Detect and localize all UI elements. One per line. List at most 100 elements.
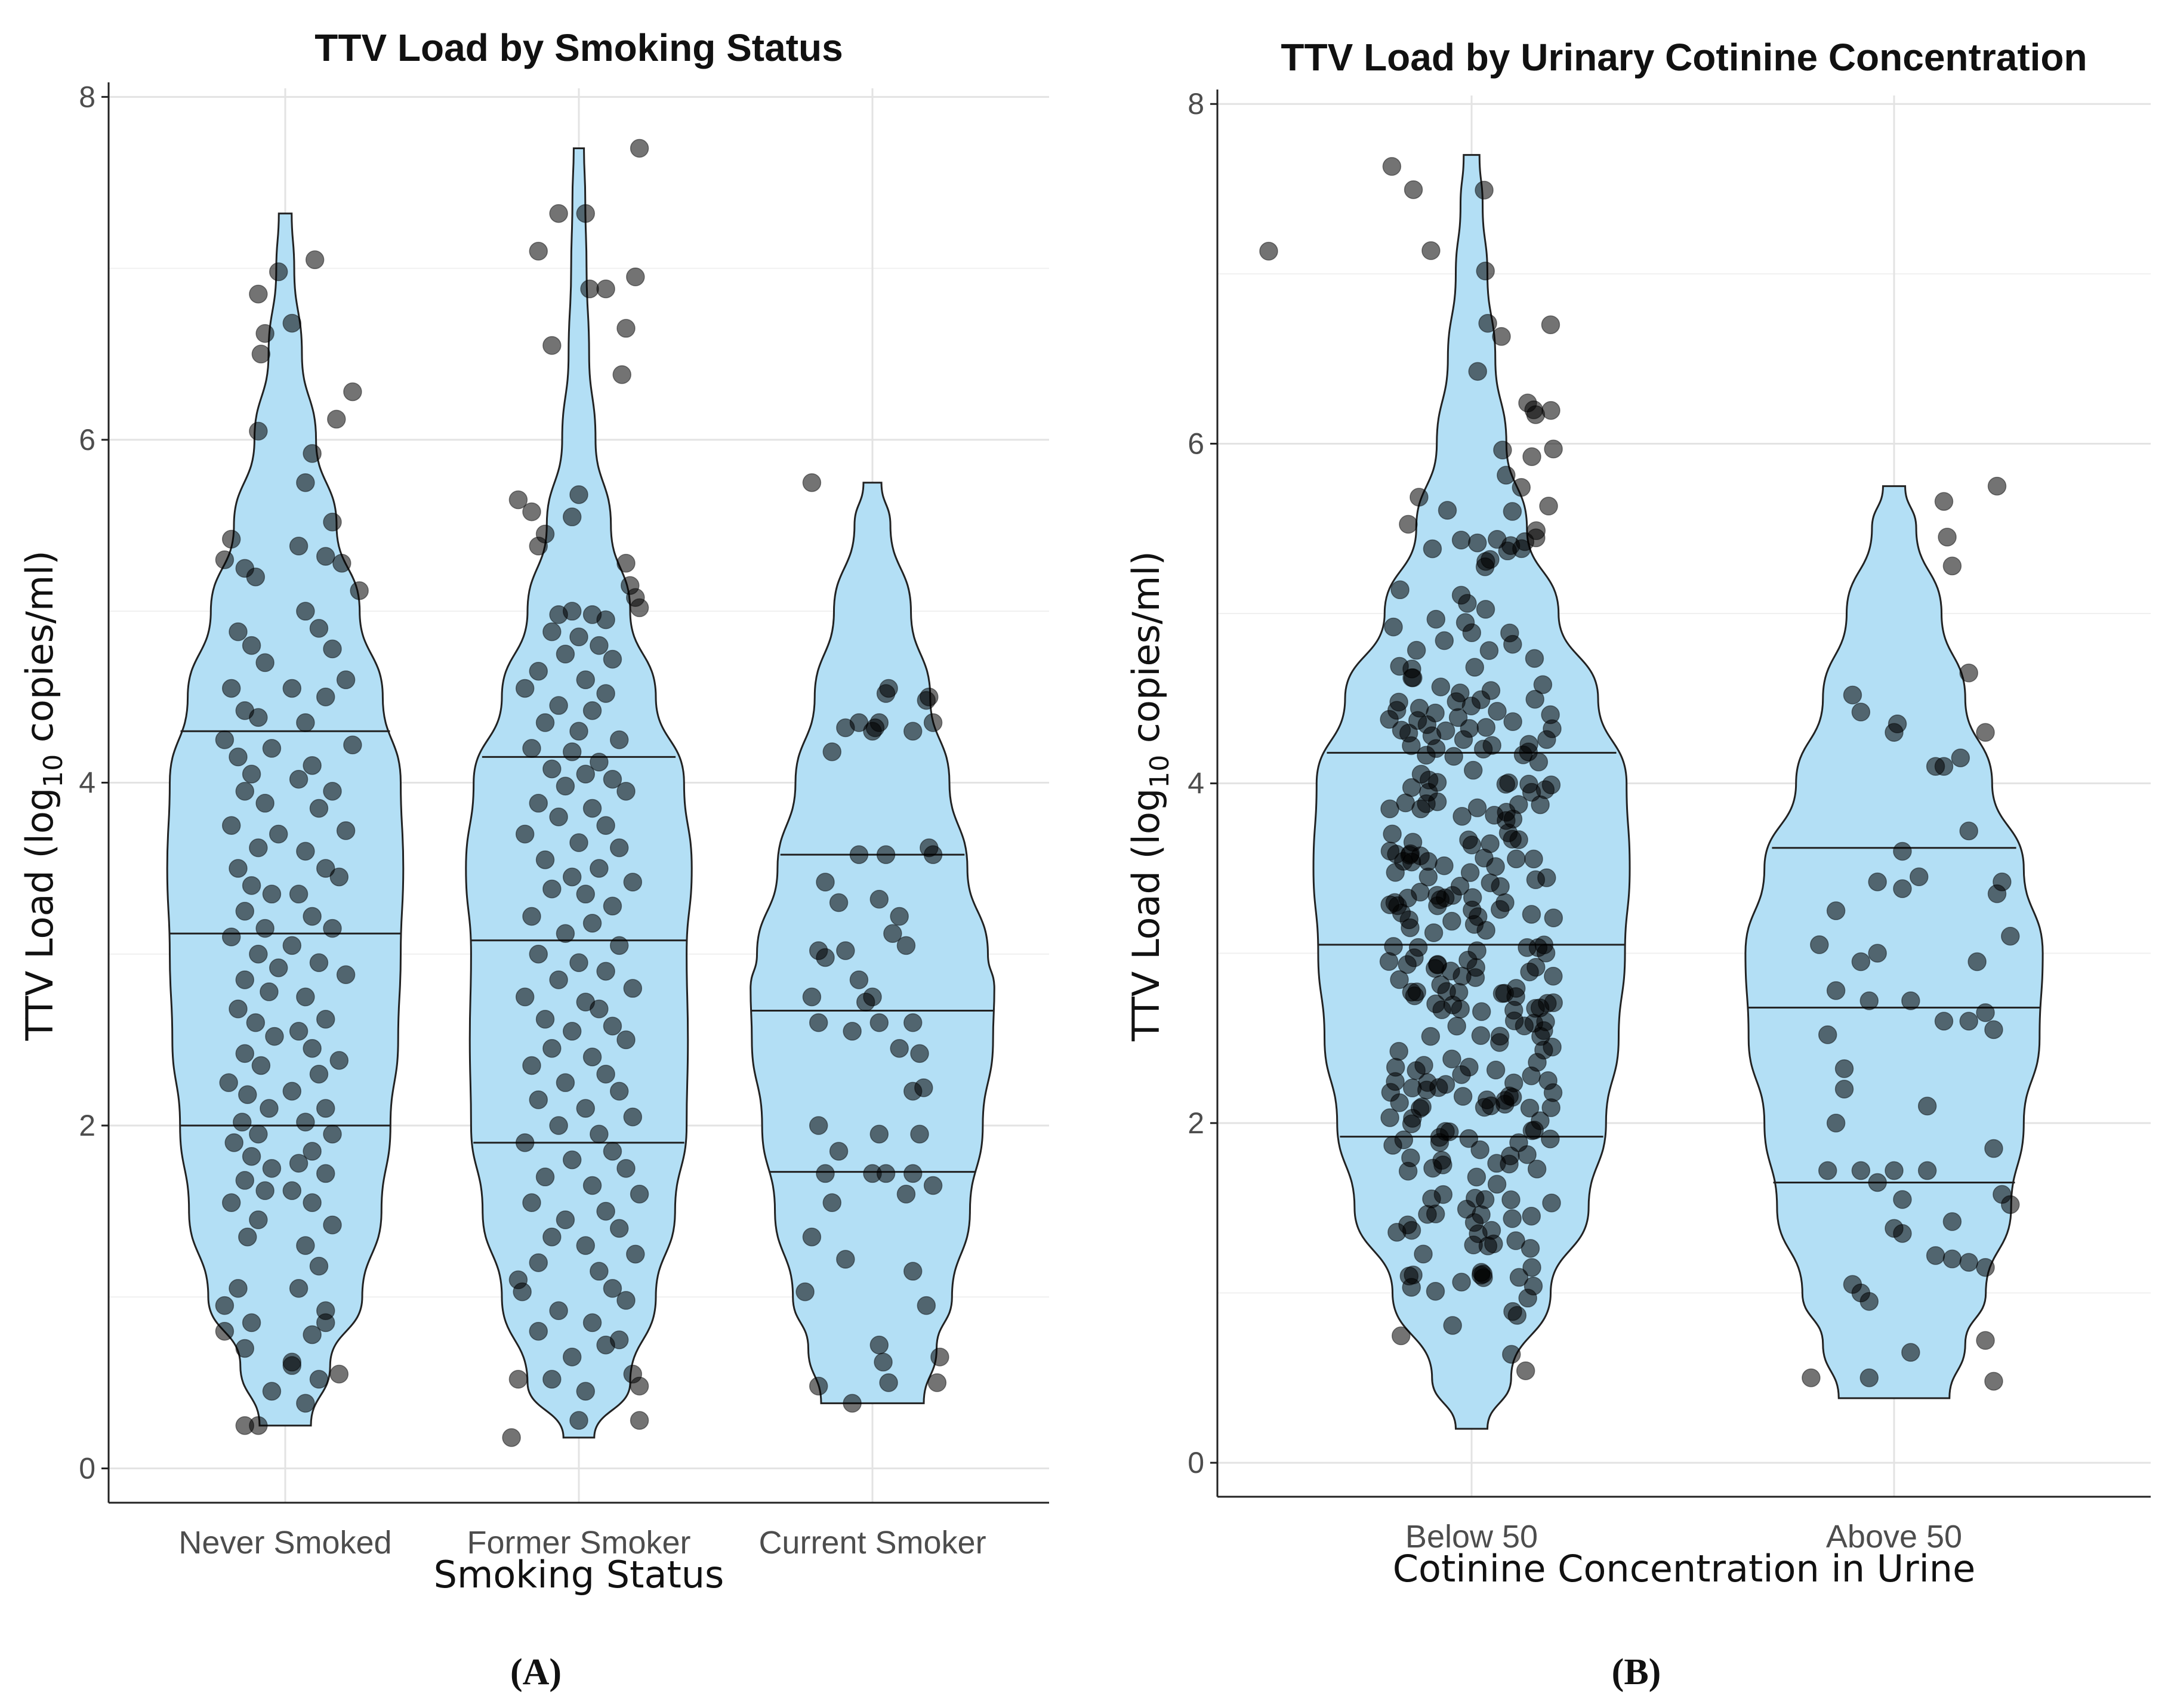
data-point	[522, 907, 541, 926]
data-point	[1499, 773, 1518, 793]
data-point	[603, 649, 622, 669]
data-point	[1536, 944, 1556, 963]
data-point	[1259, 242, 1278, 261]
data-point	[246, 567, 266, 587]
data-point	[296, 473, 315, 492]
x-axis-label: Smoking Status	[434, 1553, 724, 1596]
data-point	[1851, 1161, 1871, 1180]
data-point	[535, 1010, 555, 1029]
data-point	[1407, 1061, 1426, 1080]
data-point	[316, 859, 335, 878]
data-point	[1404, 180, 1423, 199]
data-point	[282, 1181, 302, 1200]
data-point	[1389, 1041, 1408, 1061]
data-point	[596, 816, 615, 835]
data-point	[249, 1124, 268, 1144]
data-point	[1959, 1012, 1978, 1031]
data-point	[1380, 1108, 1399, 1127]
data-point	[903, 1262, 923, 1281]
data-point	[1427, 792, 1447, 812]
data-point	[816, 1164, 835, 1183]
data-point	[1452, 1272, 1471, 1292]
chart-title: TTV Load by Urinary Cotinine Concentrati…	[1281, 36, 2087, 79]
data-point	[1500, 1086, 1519, 1106]
data-point	[923, 845, 943, 864]
data-point	[255, 324, 275, 343]
panel-label: (A)	[510, 1652, 562, 1692]
data-point	[562, 1150, 582, 1170]
data-point	[569, 485, 588, 504]
data-point	[616, 1159, 636, 1178]
y-tick-label: 2	[1188, 1106, 1204, 1140]
data-point	[1476, 718, 1496, 737]
data-point	[590, 636, 609, 655]
data-point	[562, 507, 582, 526]
data-point	[923, 1176, 943, 1195]
data-point	[927, 1373, 947, 1392]
data-point	[316, 547, 335, 566]
data-point	[1470, 1140, 1489, 1160]
data-point	[843, 1022, 862, 1041]
data-point	[1544, 908, 1563, 927]
data-point	[1490, 1026, 1510, 1046]
data-point	[1500, 623, 1519, 643]
data-point	[282, 313, 302, 333]
data-point	[590, 999, 609, 1019]
data-point	[303, 444, 322, 463]
data-point	[809, 941, 828, 960]
data-point	[795, 1282, 815, 1302]
data-point	[1818, 1025, 1837, 1044]
data-point	[1473, 1265, 1493, 1284]
data-point	[1448, 708, 1468, 727]
points-never-smoked	[215, 242, 1278, 1435]
data-point	[1843, 685, 1862, 705]
data-point	[229, 999, 248, 1019]
data-point	[249, 838, 268, 858]
data-point	[1451, 683, 1470, 702]
data-point	[923, 713, 943, 732]
data-point	[549, 204, 568, 223]
data-point	[1476, 600, 1495, 619]
data-point	[1541, 1098, 1561, 1117]
y-axis-label-rest: copies/ml)	[1124, 551, 1168, 754]
data-point	[262, 884, 282, 904]
y-axis-label-main: TTV Load (log	[18, 788, 61, 1041]
data-point	[580, 279, 599, 298]
data-point	[329, 1051, 349, 1070]
data-point	[1984, 1020, 2003, 1040]
data-point	[1407, 640, 1426, 660]
data-point	[282, 679, 302, 698]
data-point	[262, 1382, 282, 1401]
data-point	[596, 610, 615, 630]
data-point	[542, 1370, 562, 1389]
data-point	[1526, 521, 1546, 541]
data-point	[1432, 1151, 1451, 1170]
data-point	[242, 1313, 261, 1333]
points-former-smoker	[502, 138, 649, 1447]
data-point	[576, 1382, 596, 1401]
data-point	[1433, 1185, 1453, 1204]
data-point	[569, 627, 588, 647]
data-point	[1486, 857, 1505, 876]
x-tick-label: Above 50	[1826, 1519, 1962, 1555]
data-point	[329, 1364, 349, 1384]
data-point	[1453, 1087, 1473, 1106]
data-point	[515, 1133, 535, 1152]
data-point	[255, 653, 275, 673]
data-point	[1526, 998, 1545, 1018]
data-point	[1455, 613, 1475, 632]
data-point	[1404, 668, 1423, 687]
data-point	[1802, 1368, 1821, 1388]
data-point	[309, 619, 329, 638]
data-point	[1522, 447, 1541, 466]
data-point	[596, 279, 615, 298]
data-point	[221, 529, 241, 549]
data-point	[920, 687, 939, 707]
data-point	[1507, 1306, 1527, 1325]
data-point	[1442, 911, 1461, 931]
data-point	[609, 1219, 629, 1238]
data-point	[1527, 1160, 1547, 1179]
violin-current-smoker	[750, 482, 995, 1404]
data-point	[1487, 1174, 1507, 1194]
data-point	[1413, 1097, 1432, 1117]
